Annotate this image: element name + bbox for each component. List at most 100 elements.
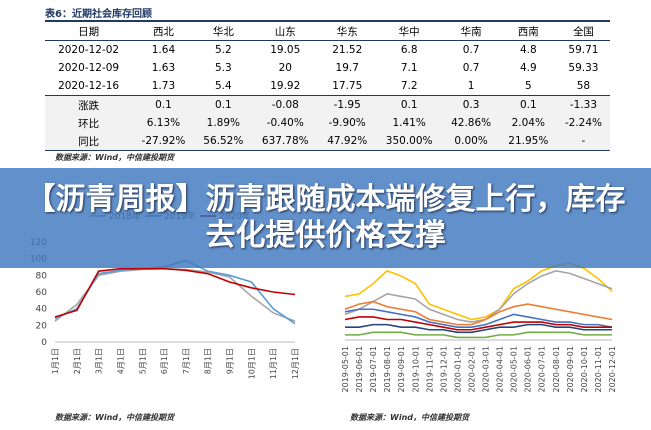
header-cell: 华东 xyxy=(336,25,358,38)
x-tick-label: 2020-06-01 xyxy=(524,346,533,393)
x-tick-label: 2020-07-01 xyxy=(538,346,547,393)
series-line xyxy=(344,300,613,326)
x-tick-label: 2020-09-01 xyxy=(566,346,575,393)
cell: 47.92% xyxy=(327,135,368,147)
series-line xyxy=(344,316,612,331)
x-tick-label: 2019-11-01 xyxy=(425,346,434,393)
cell: 58 xyxy=(576,80,591,92)
x-tick-label: 10月1日 xyxy=(247,348,256,379)
x-tick-label: 11月1日 xyxy=(269,348,278,379)
y-tick-label: 40 xyxy=(36,305,48,315)
header-cell: 西北 xyxy=(152,25,174,38)
cell: 4.9 xyxy=(519,62,537,74)
cell: 0.1 xyxy=(400,99,418,111)
cell: 5 xyxy=(524,80,532,92)
y-tick-label: 20 xyxy=(36,321,48,331)
cell: 19.05 xyxy=(270,44,301,56)
x-tick-label: 2020-03-01 xyxy=(482,346,491,393)
series-line xyxy=(345,331,612,339)
cell: 同比 xyxy=(78,135,100,148)
cell: 637.78% xyxy=(261,135,309,147)
x-tick-label: 2月1日 xyxy=(73,348,82,374)
y-tick-label: 60 xyxy=(36,288,48,298)
cell: 5.2 xyxy=(214,44,232,56)
cell: 1.73 xyxy=(151,80,176,92)
cell: 59.71 xyxy=(568,44,599,56)
cell: 21.52 xyxy=(332,44,363,56)
cell: 0.3 xyxy=(462,99,480,111)
x-tick-label: 2020-01-01 xyxy=(453,346,462,393)
cell: 1 xyxy=(467,80,475,92)
x-tick-label: 9月1日 xyxy=(226,348,235,374)
header-cell: 日期 xyxy=(78,25,100,38)
cell: 20 xyxy=(278,62,292,74)
x-tick-label: 2020-10-01 xyxy=(580,346,589,393)
cell: 0.1 xyxy=(214,99,232,111)
x-tick-label: 2019-05-01 xyxy=(341,346,350,393)
cell: 5.3 xyxy=(214,62,232,74)
x-tick-label: 7月1日 xyxy=(182,348,191,374)
x-tick-label: 2020-02-01 xyxy=(467,346,476,393)
cell: 19.92 xyxy=(270,80,301,92)
cell: 环比 xyxy=(78,117,100,130)
cell: -9.90% xyxy=(328,117,366,129)
x-tick-label: 2019-10-01 xyxy=(411,346,420,393)
header-cell: 华南 xyxy=(460,25,482,38)
cell: -2.24% xyxy=(564,117,603,129)
cell: - xyxy=(581,135,586,147)
source: 数据来源：Wind，中信建投期货 xyxy=(55,153,174,162)
x-tick-label: 2020-08-01 xyxy=(552,346,561,393)
cell: 2020-12-16 xyxy=(58,80,120,92)
x-tick-label: 2020-05-01 xyxy=(510,346,519,393)
source: 数据来源：Wind，中信建投期货 xyxy=(55,413,174,422)
cell: 0.1 xyxy=(155,99,172,111)
x-tick-label: 8月1日 xyxy=(204,348,213,374)
x-tick-label: 2019-08-01 xyxy=(383,346,392,393)
row: 2020-12-16 1.73 5.4 19.92 17.75 7.2 1 5 58 xyxy=(45,77,610,96)
x-tick-label: 2019-06-01 xyxy=(355,346,364,393)
x-tick-label: 1月1日 xyxy=(51,348,60,374)
cell: 1.89% xyxy=(206,117,240,129)
source: 数据来源：Wind，中信建投期货 xyxy=(350,413,469,422)
cell: 0.00% xyxy=(454,135,488,147)
x-tick-label: 2020-04-01 xyxy=(496,346,505,393)
header-cell: 华中 xyxy=(398,25,420,38)
x-tick-label: 4月1日 xyxy=(116,348,125,374)
cell: -27.92% xyxy=(141,135,186,147)
x-tick-label: 6月1日 xyxy=(160,348,169,374)
cell: 6.13% xyxy=(146,117,181,129)
cell: 1.63 xyxy=(151,62,176,74)
header-cell: 山东 xyxy=(274,25,296,38)
banner: 【沥青周报】沥青跟随成本端修复上行，库存去化提供价格支撑 xyxy=(0,168,651,268)
cell: 0.7 xyxy=(462,62,480,74)
cell: 19.7 xyxy=(335,62,359,74)
cell: 7.2 xyxy=(400,80,418,92)
banner-title: 【沥青周报】沥青跟随成本端修复上行，库存去化提供价格支撑 xyxy=(25,182,626,253)
cell: 59.33 xyxy=(568,62,599,74)
cell: -0.40% xyxy=(266,117,304,129)
row: 2020-12-02 1.64 5.2 19.05 21.52 6.8 0.7 4.8 59.7… xyxy=(45,41,610,60)
x-tick-label: 2019-07-01 xyxy=(369,346,378,393)
cell: 42.86% xyxy=(451,117,492,129)
series-line xyxy=(345,323,612,334)
header-cell: 全国 xyxy=(572,25,594,38)
cell: 350.00% xyxy=(385,135,433,147)
cell: 1.41% xyxy=(392,117,426,129)
table: 日期 西北 华北 山东 华东 华中 华南 西南 全国 2020-12-02 1.64 5.2 19.05… xyxy=(45,20,610,151)
x-tick-label: 5月1日 xyxy=(138,348,147,374)
x-tick-label: 3月1日 xyxy=(95,348,104,374)
row: 同比 -27.92% 56.52% 637.78% 47.92% 350.00% 0.00%… xyxy=(45,132,610,151)
cell: 56.52% xyxy=(203,135,244,147)
cell: 2.04% xyxy=(511,117,545,129)
cell: 2020-12-09 xyxy=(58,62,120,74)
cell: 21.95% xyxy=(508,135,549,147)
x-tick-label: 2019-09-01 xyxy=(397,346,406,393)
series-line xyxy=(54,267,296,322)
row: 2020-12-09 1.63 5.3 20 19.7 7.1 0.7 4.9 59.33 xyxy=(45,59,610,77)
row: 涨跌 0.1 0.1 -0.08 -1.95 0.1 0.3 0.1 -1.33 xyxy=(45,95,610,114)
cell: 0.1 xyxy=(519,99,537,111)
cell: 17.75 xyxy=(332,80,363,92)
table-title: 表6：近期社会库存回顾 xyxy=(45,9,152,20)
series-line xyxy=(344,269,613,323)
